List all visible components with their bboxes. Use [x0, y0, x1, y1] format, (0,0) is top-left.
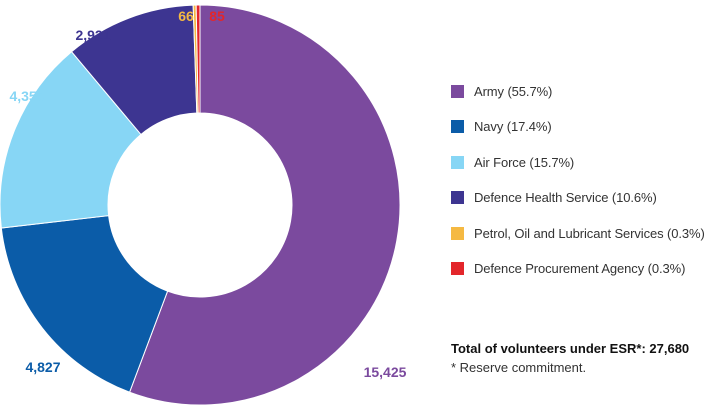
legend-item-petrol-oil-lubricant: Petrol, Oil and Lubricant Services (0.3%…	[451, 225, 719, 241]
legend-label-air-force: Air Force (15.7%)	[474, 154, 575, 170]
legend-swatch-petrol-oil-lubricant	[451, 226, 464, 240]
legend-swatch-air-force	[451, 155, 464, 169]
legend-label-army: Army (55.7%)	[474, 83, 553, 99]
slice-air-force	[0, 50, 142, 229]
data-label-air-force: 4,356	[9, 88, 44, 104]
legend-label-defence-health-service: Defence Health Service (10.6%)	[474, 190, 657, 206]
legend-swatch-defence-procurement-agency	[451, 262, 464, 276]
legend-swatch-defence-health-service	[451, 191, 464, 205]
slice-defence-procurement-agency	[195, 4, 201, 114]
legend-label-petrol-oil-lubricant: Petrol, Oil and Lubricant Services (0.3%…	[474, 225, 705, 241]
data-label-defence-health-service: 2,921	[75, 27, 110, 43]
legend-item-navy: Navy (17.4%)	[451, 119, 719, 135]
footnote: * Reserve commitment.	[451, 360, 587, 375]
legend-label-defence-procurement-agency: Defence Procurement Agency (0.3%)	[474, 261, 686, 277]
total-volunteers: Total of volunteers under ESR*: 27,680	[451, 341, 689, 356]
legend-item-defence-health-service: Defence Health Service (10.6%)	[451, 190, 719, 206]
legend: Army (55.7%) Navy (17.4%) Air Force (15.…	[451, 83, 719, 297]
data-label-defence-procurement-agency: 85	[209, 8, 225, 24]
legend-item-defence-procurement-agency: Defence Procurement Agency (0.3%)	[451, 261, 719, 277]
legend-swatch-army	[451, 84, 464, 98]
legend-item-army: Army (55.7%)	[451, 83, 719, 99]
legend-label-navy: Navy (17.4%)	[474, 119, 552, 135]
data-label-army: 15,425	[364, 364, 407, 380]
legend-swatch-navy	[451, 120, 464, 134]
data-label-navy: 4,827	[25, 359, 60, 375]
slice-navy	[0, 215, 169, 393]
total-volunteers-text: Total of volunteers under ESR*: 27,680	[451, 341, 690, 356]
slice-army	[128, 4, 401, 406]
data-label-petrol-oil-and-lubricant-services: 66	[178, 8, 194, 24]
legend-item-air-force: Air Force (15.7%)	[451, 154, 719, 170]
